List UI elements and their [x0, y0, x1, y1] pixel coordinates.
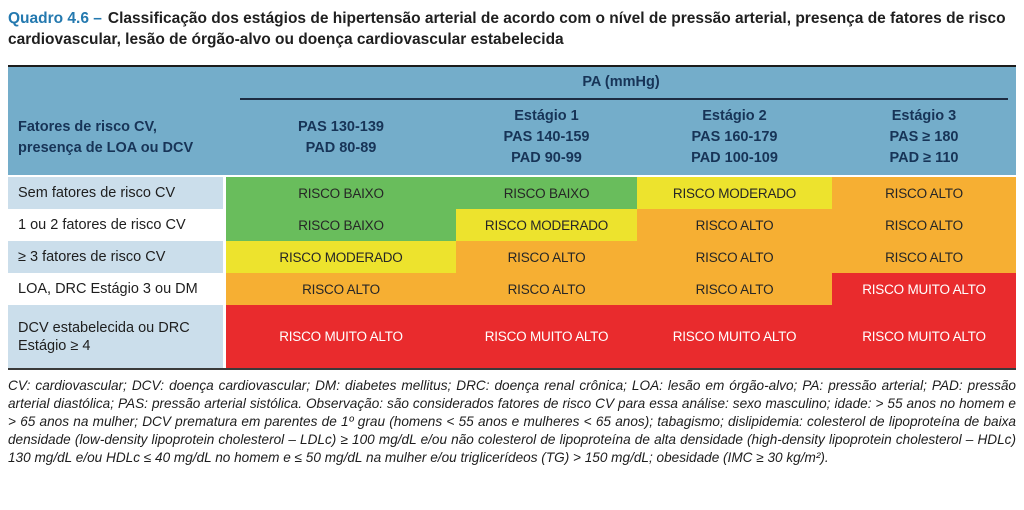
column-pas: PAS 160-179 — [691, 129, 778, 145]
risk-cell: RISCO MUITO ALTO — [226, 305, 456, 368]
column-pad: PAD ≥ 110 — [889, 150, 959, 166]
document-page: Quadro 4.6 – Classificação dos estágios d… — [8, 8, 1016, 465]
column-pas: PAS ≥ 180 — [889, 129, 959, 145]
column-pad: PAD 80-89 — [305, 139, 377, 156]
column-header-stage-2: Estágio 2 PAS 160-179 PAD 100-109 — [637, 100, 832, 175]
risk-cell: RISCO BAIXO — [226, 209, 456, 241]
table-footnote: CV: cardiovascular; DCV: doença cardiova… — [8, 378, 1016, 465]
risk-cell: RISCO MODERADO — [456, 209, 637, 241]
table-header: PA (mmHg) Fatores de risco CV, presença … — [8, 67, 1016, 175]
risk-cell: RISCO ALTO — [832, 209, 1016, 241]
table-number-label: Quadro 4.6 – — [8, 10, 102, 27]
row-header-line1: Fatores de risco CV, — [18, 118, 157, 135]
row-header-cell: Fatores de risco CV, presença de LOA ou … — [8, 100, 226, 175]
risk-classification-table: PA (mmHg) Fatores de risco CV, presença … — [8, 65, 1016, 370]
column-pad: PAD 100-109 — [691, 150, 778, 166]
risk-cell: RISCO ALTO — [832, 241, 1016, 273]
risk-cell: RISCO ALTO — [456, 241, 637, 273]
column-pas: PAS 140-159 — [503, 129, 590, 145]
pa-mmhg-header: PA (mmHg) — [582, 74, 660, 90]
column-stage: Estágio 1 — [514, 108, 579, 124]
risk-cell: RISCO ALTO — [637, 241, 832, 273]
column-header-normal-high: PAS 130-139 PAD 80-89 — [226, 100, 456, 175]
risk-cell: RISCO BAIXO — [226, 177, 456, 209]
risk-cell: RISCO BAIXO — [456, 177, 637, 209]
row-label: ≥ 3 fatores de risco CV — [8, 241, 226, 273]
risk-cell: RISCO MUITO ALTO — [832, 305, 1016, 368]
risk-cell: RISCO MUITO ALTO — [637, 305, 832, 368]
risk-cell: RISCO ALTO — [637, 273, 832, 305]
column-stage: Estágio 3 — [891, 108, 957, 124]
risk-cell: RISCO MUITO ALTO — [832, 273, 1016, 305]
pa-header-underline — [240, 98, 1008, 100]
risk-cell: RISCO MODERADO — [637, 177, 832, 209]
row-label: LOA, DRC Estágio 3 ou DM — [8, 273, 226, 305]
column-stage: Estágio 2 — [702, 108, 767, 124]
column-header-stage-3: Estágio 3 PAS ≥ 180 PAD ≥ 110 — [832, 100, 1016, 175]
risk-cell: RISCO ALTO — [832, 177, 1016, 209]
row-header-line2: presença de LOA ou DCV — [18, 139, 194, 156]
table-body: Sem fatores de risco CV RISCO BAIXO RISC… — [8, 177, 1016, 368]
risk-cell: RISCO ALTO — [226, 273, 456, 305]
page-title: Quadro 4.6 – Classificação dos estágios d… — [8, 8, 1016, 50]
risk-cell: RISCO MODERADO — [226, 241, 456, 273]
row-label: Sem fatores de risco CV — [8, 177, 226, 209]
table-caption: Classificação dos estágios de hipertensã… — [8, 10, 1006, 48]
column-pad: PAD 90-99 — [511, 150, 582, 166]
column-headers-row: Fatores de risco CV, presença de LOA ou … — [8, 100, 1016, 175]
row-label: DCV estabelecida ou DRC Estágio ≥ 4 — [8, 305, 226, 368]
risk-cell: RISCO ALTO — [637, 209, 832, 241]
risk-cell: RISCO MUITO ALTO — [456, 305, 637, 368]
column-pas: PAS 130-139 — [298, 118, 384, 135]
row-label: 1 ou 2 fatores de risco CV — [8, 209, 226, 241]
column-header-stage-1: Estágio 1 PAS 140-159 PAD 90-99 — [456, 100, 637, 175]
risk-cell: RISCO ALTO — [456, 273, 637, 305]
